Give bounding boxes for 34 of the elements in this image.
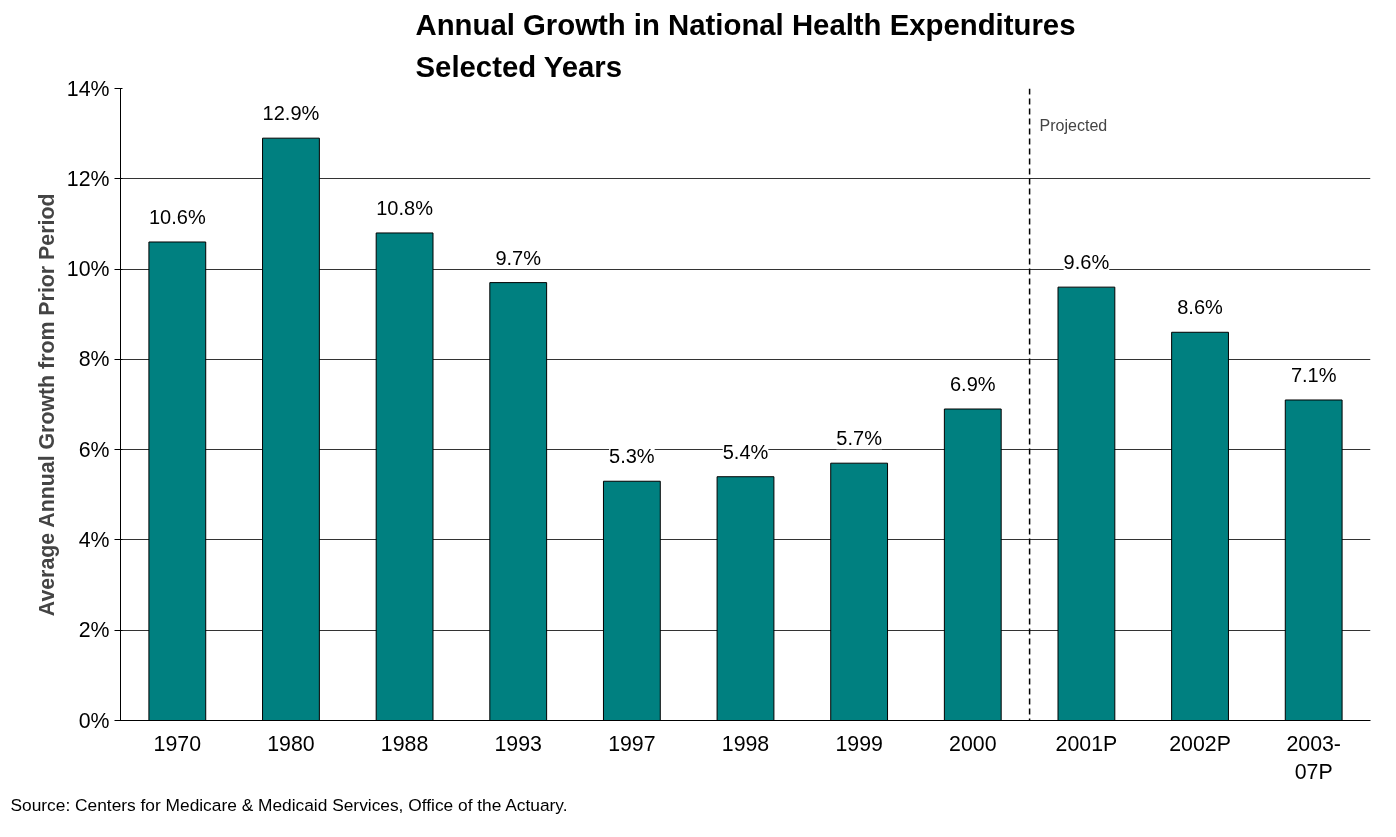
data-label: 6.9% bbox=[949, 373, 996, 396]
data-label: 5.3% bbox=[609, 445, 655, 468]
x-tick-label: 1999 bbox=[835, 731, 883, 756]
data-label: 7.1% bbox=[1290, 363, 1337, 386]
x-tick-label: 1988 bbox=[380, 731, 429, 756]
y-tick-label: 6% bbox=[78, 437, 110, 462]
data-label: 5.4% bbox=[722, 440, 769, 463]
x-tick-label: 1980 bbox=[267, 731, 315, 756]
y-tick-label: 14% bbox=[66, 76, 110, 101]
x-tick-label: 1970 bbox=[153, 731, 202, 756]
y-axis-title: Average Annual Growth from Prior Period bbox=[34, 193, 59, 617]
x-tick-label: 2003-07P bbox=[1286, 731, 1341, 785]
data-label: 8.6% bbox=[1177, 296, 1224, 319]
y-tick-label: 12% bbox=[66, 166, 110, 191]
data-label: 12.9% bbox=[262, 102, 320, 125]
y-tick-label: 10% bbox=[66, 257, 110, 282]
ref-line-label: Projected bbox=[1039, 116, 1108, 134]
data-label: 9.6% bbox=[1063, 251, 1110, 274]
data-label: 5.7% bbox=[836, 427, 883, 450]
data-label: 9.7% bbox=[495, 246, 542, 269]
x-tick-label: 1998 bbox=[721, 731, 770, 756]
x-tick-label: 2001P bbox=[1055, 731, 1118, 756]
y-tick-label: 2% bbox=[78, 618, 110, 643]
data-label: 10.8% bbox=[376, 196, 434, 219]
x-tick-label: 1997 bbox=[608, 731, 656, 756]
source-note: Source: Centers for Medicare & Medicaid Services, Office of the Actuary. bbox=[10, 794, 568, 815]
y-tick-label: 8% bbox=[78, 347, 110, 372]
y-tick-label: 4% bbox=[78, 527, 110, 552]
x-tick-label: 1993 bbox=[494, 731, 542, 756]
y-tick-label: 0% bbox=[78, 708, 110, 733]
data-label: 10.6% bbox=[148, 205, 206, 228]
chart-title: Annual Growth in National Health Expenditures Selected Years bbox=[415, 7, 1076, 84]
x-tick-label: 2002P bbox=[1169, 731, 1231, 756]
x-tick-label: 2000 bbox=[949, 731, 997, 756]
